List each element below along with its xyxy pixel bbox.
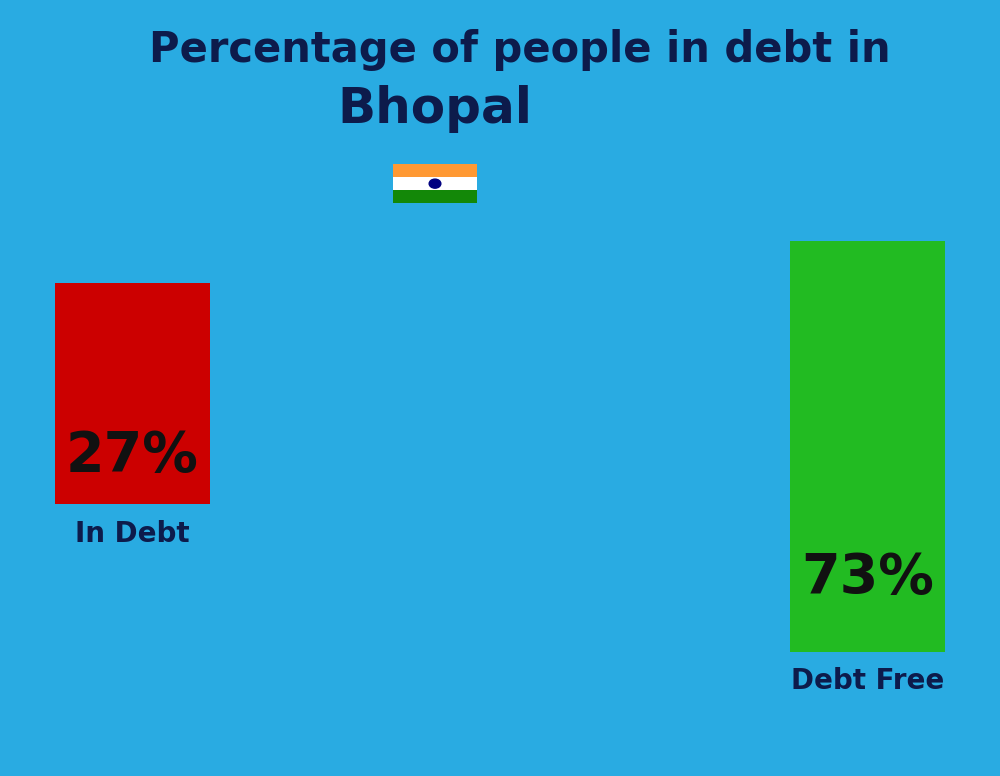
Circle shape	[429, 179, 441, 188]
Text: In Debt: In Debt	[75, 520, 190, 548]
Text: Percentage of people in debt in: Percentage of people in debt in	[149, 29, 891, 71]
Text: Bhopal: Bhopal	[337, 85, 532, 133]
FancyBboxPatch shape	[55, 283, 210, 504]
FancyBboxPatch shape	[392, 177, 478, 190]
Text: 27%: 27%	[66, 429, 199, 483]
Text: Debt Free: Debt Free	[791, 667, 944, 695]
FancyBboxPatch shape	[790, 241, 945, 652]
FancyBboxPatch shape	[392, 165, 478, 177]
Text: 73%: 73%	[801, 551, 934, 605]
FancyBboxPatch shape	[392, 190, 478, 203]
